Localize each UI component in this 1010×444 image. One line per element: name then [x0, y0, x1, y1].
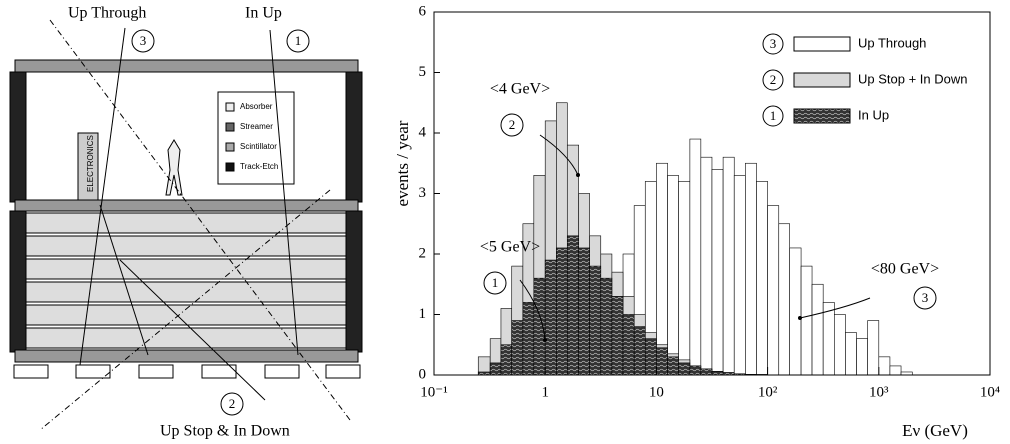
legend-circle — [762, 105, 784, 127]
bar — [822, 302, 835, 376]
bar — [889, 365, 902, 376]
y-tick-label: 0 — [419, 366, 427, 382]
bar — [700, 156, 713, 376]
bar — [600, 277, 613, 376]
bar — [700, 368, 713, 376]
legend-text: Up Through — [858, 35, 926, 50]
arrow-head — [543, 338, 547, 342]
bar — [544, 259, 557, 376]
bar — [633, 326, 646, 376]
bar — [756, 181, 768, 376]
annotation-number: 1 — [492, 275, 499, 290]
x-tick-label: 10⁴ — [980, 384, 1000, 400]
legend-text: Up Stop + In Down — [858, 71, 967, 86]
legend-text: Streamer — [240, 122, 273, 131]
legend-number: 2 — [770, 72, 777, 87]
legend-text: In Up — [858, 107, 889, 122]
bar — [722, 156, 735, 376]
bar — [667, 175, 679, 376]
bar — [689, 138, 702, 376]
legend-text: Absorber — [240, 102, 273, 111]
annotation-number: 3 — [922, 290, 929, 305]
legend-circle — [762, 69, 784, 91]
bar — [856, 338, 868, 376]
y-axis-label: events / year — [393, 120, 412, 206]
track-label: Up Through — [68, 5, 146, 22]
y-tick-label: 5 — [419, 64, 427, 80]
bar — [878, 356, 891, 376]
bar — [689, 365, 702, 376]
y-tick-label: 2 — [419, 245, 427, 261]
bar — [578, 247, 590, 376]
y-tick-label: 6 — [419, 3, 427, 19]
x-tick-label: 10 — [649, 384, 664, 400]
bar — [845, 332, 857, 376]
x-tick-label: 10³ — [869, 384, 889, 400]
legend-circle — [762, 33, 784, 55]
y-tick-label: 1 — [419, 306, 427, 322]
bar — [566, 235, 579, 376]
bar — [678, 362, 691, 376]
annotation-number: 2 — [509, 117, 516, 132]
circle-label: 1 — [295, 33, 302, 48]
bar — [511, 320, 524, 376]
track-label: Up Stop & In Down — [160, 423, 290, 440]
bar — [711, 371, 724, 376]
legend-swatch — [793, 36, 851, 52]
bar — [489, 362, 502, 376]
bar — [656, 347, 668, 376]
bar — [745, 162, 757, 376]
track-label: In Up — [245, 5, 282, 22]
legend-number: 1 — [770, 108, 777, 123]
bar — [522, 302, 535, 376]
annotation-text: <4 GeV> — [490, 81, 550, 98]
annotation-circle — [913, 286, 937, 310]
bar — [667, 356, 679, 376]
bar — [656, 162, 668, 376]
bar — [789, 247, 802, 376]
bar — [778, 223, 790, 376]
bar — [556, 247, 568, 376]
annotation-circle — [500, 113, 524, 137]
arrow-head — [798, 316, 802, 320]
x-tick-label: 10² — [758, 384, 778, 400]
circle-label: 2 — [229, 396, 236, 411]
annotation-circle — [483, 271, 507, 295]
bar — [678, 181, 691, 376]
x-axis-label: Eν (GeV) — [902, 421, 968, 440]
legend-swatch — [793, 72, 851, 88]
legend-text: Scintillator — [240, 142, 277, 151]
legend-swatch — [793, 108, 851, 124]
bar — [834, 314, 846, 376]
chart: 0 1 2 3 4 5 6 10⁻¹ 1 10 10² 10³ 10⁴ Eν (GeV) events / … — [393, 3, 1000, 439]
annotation-text: <80 GeV> — [871, 261, 939, 278]
legend-text: Track-Etch — [240, 162, 278, 171]
y-tick-label: 3 — [419, 185, 427, 201]
circle-label: 3 — [140, 33, 147, 48]
bar — [733, 175, 746, 376]
x-tick-label: 1 — [541, 384, 549, 400]
bar — [533, 277, 546, 376]
annotation-text: <5 GeV> — [480, 239, 540, 256]
legend-number: 3 — [770, 36, 777, 51]
bar — [644, 338, 657, 376]
x-tick-label: 10⁻¹ — [420, 384, 447, 400]
bar — [611, 296, 624, 376]
detector — [9, 19, 363, 431]
annotation-arrow — [539, 134, 579, 176]
y-tick-label: 4 — [419, 124, 427, 140]
electronics-label: ELECTRONICS — [86, 135, 95, 192]
bar — [500, 344, 513, 376]
arrow-head — [576, 173, 580, 177]
bar — [711, 169, 724, 376]
annotation-arrow — [799, 297, 871, 319]
annotation-arrow — [519, 279, 546, 341]
bar — [767, 205, 780, 376]
bar — [622, 314, 635, 376]
bar — [800, 265, 813, 376]
bar — [867, 320, 880, 376]
bar — [811, 283, 824, 376]
bar — [589, 265, 602, 376]
